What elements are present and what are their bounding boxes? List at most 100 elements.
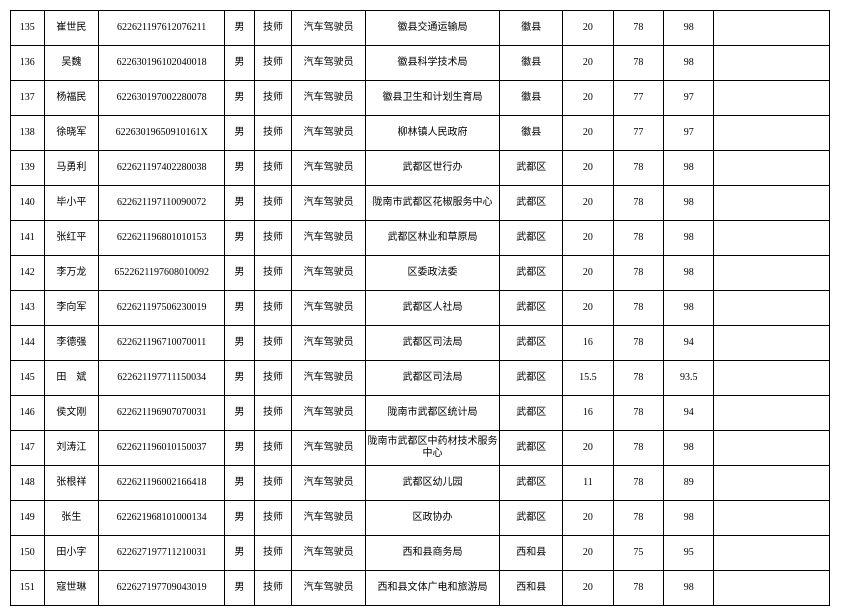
table-cell: 男: [225, 431, 254, 466]
table-cell: 男: [225, 151, 254, 186]
table-cell: 汽车驾驶员: [292, 431, 366, 466]
table-cell: 75: [613, 536, 663, 571]
table-cell: 西和县: [500, 571, 563, 606]
table-cell: 男: [225, 501, 254, 536]
table-row: 138徐晓军62263019650910161X男技师汽车驾驶员柳林镇人民政府徽…: [11, 116, 830, 151]
table-cell: 149: [11, 501, 45, 536]
table-cell: 78: [613, 571, 663, 606]
table-cell: 技师: [254, 151, 292, 186]
table-cell: 武都区人社局: [365, 291, 499, 326]
table-cell: 78: [613, 46, 663, 81]
table-cell: 622627197709043019: [99, 571, 225, 606]
table-cell: 20: [563, 571, 613, 606]
table-cell: 柳林镇人民政府: [365, 116, 499, 151]
table-cell: 汽车驾驶员: [292, 116, 366, 151]
table-cell: [714, 326, 830, 361]
table-cell: 徽县: [500, 116, 563, 151]
table-cell: 78: [613, 221, 663, 256]
table-row: 141张红平622621196801010153男技师汽车驾驶员武都区林业和草原…: [11, 221, 830, 256]
table-cell: 李德强: [44, 326, 99, 361]
data-table: 135崔世民622621197612076211男技师汽车驾驶员徽县交通运输局徽…: [10, 10, 830, 606]
table-cell: 技师: [254, 571, 292, 606]
table-cell: 144: [11, 326, 45, 361]
table-cell: 146: [11, 396, 45, 431]
table-row: 149张生622621968101000134男技师汽车驾驶员区政协办武都区20…: [11, 501, 830, 536]
table-cell: [714, 396, 830, 431]
table-cell: 98: [664, 11, 714, 46]
table-cell: 135: [11, 11, 45, 46]
table-cell: 78: [613, 11, 663, 46]
table-cell: 男: [225, 256, 254, 291]
table-cell: [714, 431, 830, 466]
table-cell: 男: [225, 571, 254, 606]
table-cell: 20: [563, 186, 613, 221]
table-cell: 20: [563, 291, 613, 326]
table-cell: 男: [225, 46, 254, 81]
table-cell: 94: [664, 326, 714, 361]
table-cell: 20: [563, 116, 613, 151]
table-cell: [714, 536, 830, 571]
table-cell: 622621968101000134: [99, 501, 225, 536]
table-cell: 张生: [44, 501, 99, 536]
table-cell: 技师: [254, 221, 292, 256]
table-cell: 20: [563, 151, 613, 186]
table-cell: 武都区: [500, 186, 563, 221]
table-cell: 武都区林业和草原局: [365, 221, 499, 256]
table-cell: 622627197711210031: [99, 536, 225, 571]
table-row: 135崔世民622621197612076211男技师汽车驾驶员徽县交通运输局徽…: [11, 11, 830, 46]
table-cell: 139: [11, 151, 45, 186]
table-cell: 武都区: [500, 291, 563, 326]
table-cell: 15.5: [563, 361, 613, 396]
table-cell: 寇世琳: [44, 571, 99, 606]
table-cell: 98: [664, 221, 714, 256]
table-cell: [714, 11, 830, 46]
table-cell: 汽车驾驶员: [292, 501, 366, 536]
table-cell: 汽车驾驶员: [292, 11, 366, 46]
table-row: 150田小字622627197711210031男技师汽车驾驶员西和县商务局西和…: [11, 536, 830, 571]
table-cell: 98: [664, 46, 714, 81]
table-cell: 汽车驾驶员: [292, 256, 366, 291]
table-cell: 622621197711150034: [99, 361, 225, 396]
table-cell: 138: [11, 116, 45, 151]
table-cell: [714, 151, 830, 186]
table-cell: 田小字: [44, 536, 99, 571]
table-cell: 20: [563, 256, 613, 291]
table-cell: 武都区司法局: [365, 326, 499, 361]
table-row: 151寇世琳622627197709043019男技师汽车驾驶员西和县文体广电和…: [11, 571, 830, 606]
table-cell: 技师: [254, 396, 292, 431]
table-cell: 89: [664, 466, 714, 501]
table-cell: 6522621197608010092: [99, 256, 225, 291]
table-cell: 20: [563, 501, 613, 536]
table-cell: 汽车驾驶员: [292, 221, 366, 256]
table-cell: 78: [613, 466, 663, 501]
table-cell: 武都区: [500, 361, 563, 396]
table-cell: 78: [613, 326, 663, 361]
table-cell: 汽车驾驶员: [292, 466, 366, 501]
table-cell: 技师: [254, 116, 292, 151]
table-cell: 技师: [254, 81, 292, 116]
table-cell: 622621196002166418: [99, 466, 225, 501]
table-cell: 男: [225, 221, 254, 256]
table-cell: 陇南市武都区统计局: [365, 396, 499, 431]
table-cell: 136: [11, 46, 45, 81]
table-cell: 143: [11, 291, 45, 326]
table-cell: 78: [613, 396, 663, 431]
table-cell: 汽车驾驶员: [292, 291, 366, 326]
table-row: 136吴魏622630196102040018男技师汽车驾驶员徽县科学技术局徽县…: [11, 46, 830, 81]
table-cell: [714, 256, 830, 291]
table-cell: 徽县: [500, 81, 563, 116]
table-cell: 徽县科学技术局: [365, 46, 499, 81]
table-cell: 区政协办: [365, 501, 499, 536]
table-cell: 98: [664, 186, 714, 221]
table-cell: 78: [613, 501, 663, 536]
table-cell: 622621196907070031: [99, 396, 225, 431]
table-cell: 武都区: [500, 501, 563, 536]
table-cell: 汽车驾驶员: [292, 186, 366, 221]
table-cell: 武都区: [500, 326, 563, 361]
table-cell: 78: [613, 361, 663, 396]
table-cell: 98: [664, 151, 714, 186]
table-cell: 98: [664, 501, 714, 536]
table-cell: 杨福民: [44, 81, 99, 116]
table-cell: 77: [613, 81, 663, 116]
table-row: 147刘涛江622621196010150037男技师汽车驾驶员陇南市武都区中药…: [11, 431, 830, 466]
